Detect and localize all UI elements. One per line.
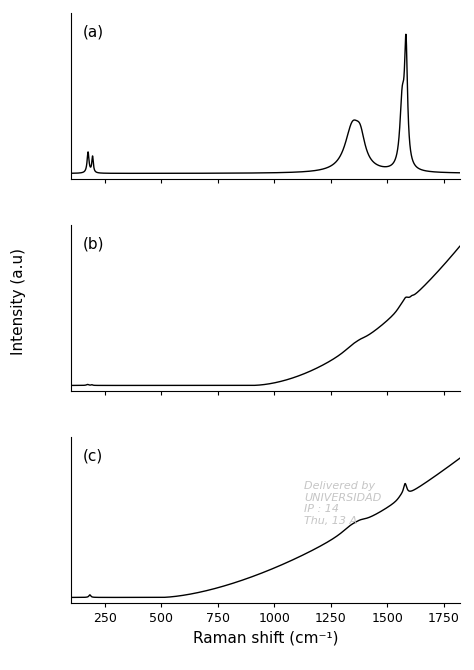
Text: Intensity (a.u): Intensity (a.u) bbox=[11, 248, 27, 355]
Text: (a): (a) bbox=[83, 25, 104, 40]
Text: Delivered by
UNIVERSIDAD
IP : 14
Thu, 13 A: Delivered by UNIVERSIDAD IP : 14 Thu, 13… bbox=[304, 481, 382, 526]
Text: (c): (c) bbox=[83, 449, 103, 464]
Text: (b): (b) bbox=[83, 237, 104, 252]
X-axis label: Raman shift (cm⁻¹): Raman shift (cm⁻¹) bbox=[193, 630, 338, 646]
